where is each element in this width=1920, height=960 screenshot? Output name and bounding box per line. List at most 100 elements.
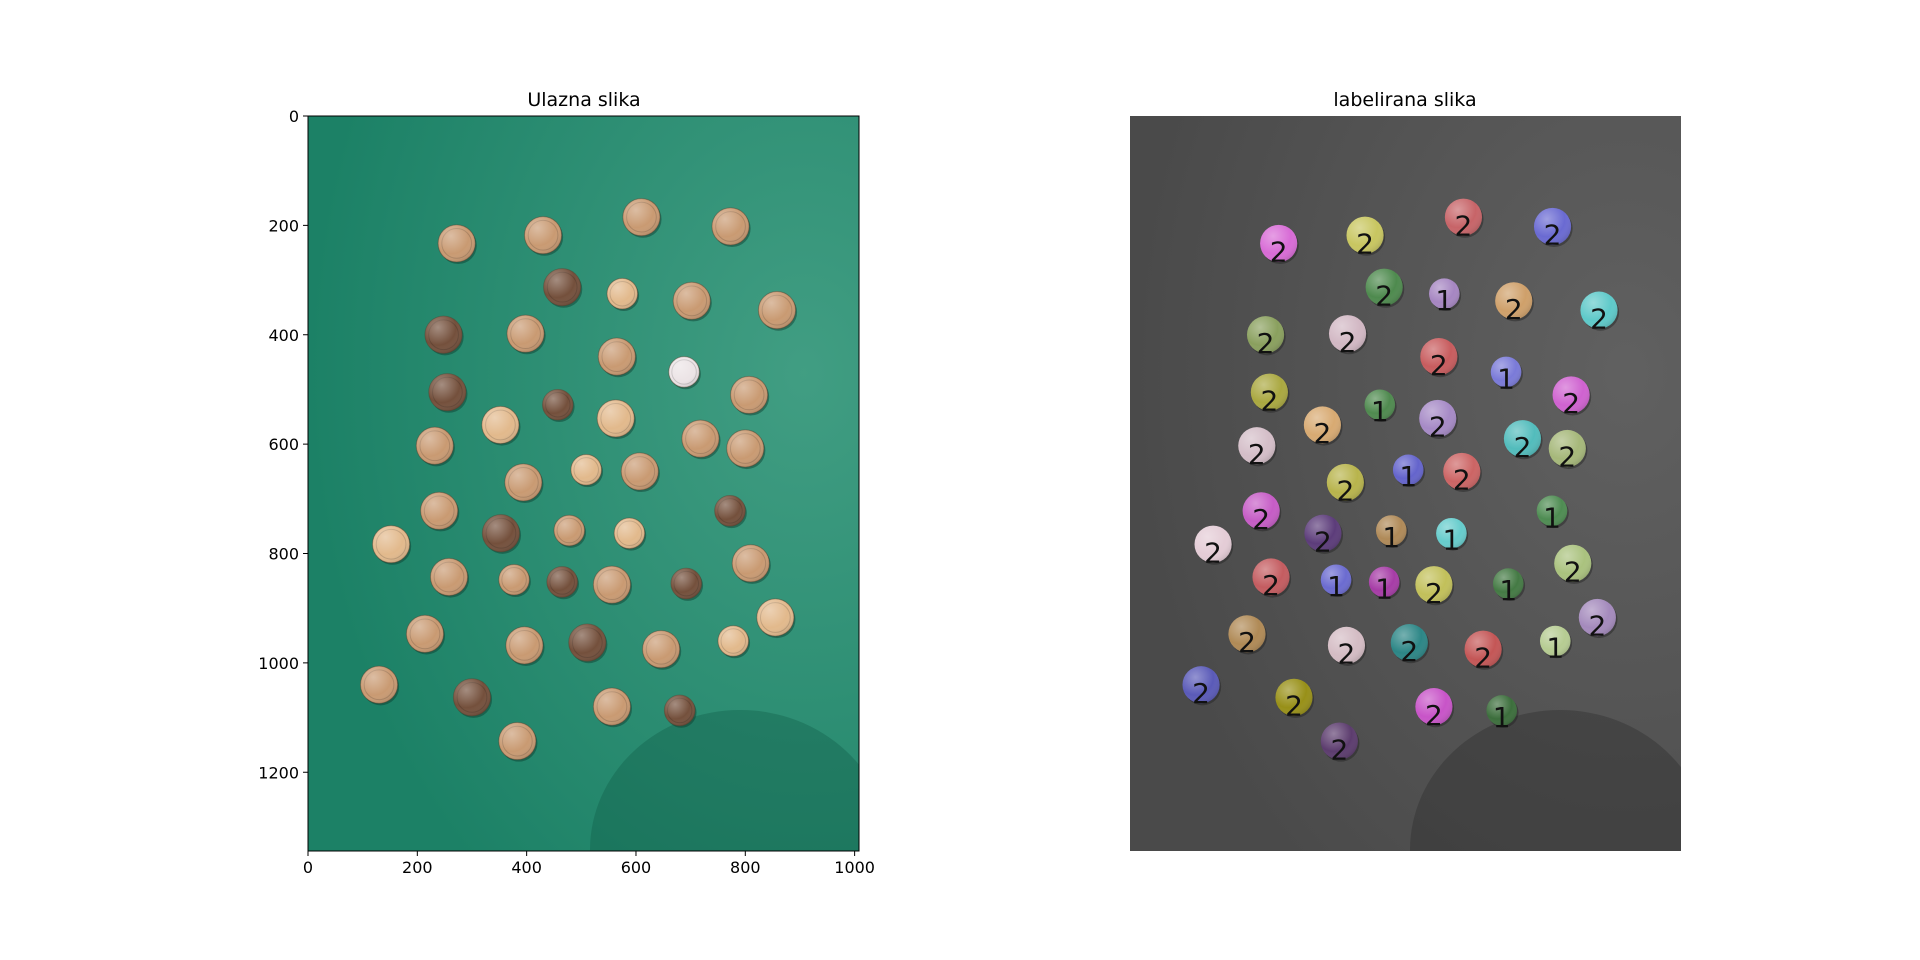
- coin-sheen: [360, 666, 398, 704]
- coin-sheen: [524, 216, 562, 254]
- coin-count-label: 2: [1590, 302, 1608, 335]
- coin-count-label: 1: [1382, 521, 1400, 554]
- coin-sheen: [1419, 399, 1457, 438]
- coin: [543, 268, 583, 308]
- labeled-coin: 2: [1580, 291, 1620, 335]
- coin-count-label: 2: [1425, 699, 1443, 732]
- labeled-coin: 2: [1346, 216, 1386, 260]
- coin-sheen: [1304, 514, 1342, 552]
- coin-sheen: [597, 399, 635, 438]
- coin: [726, 429, 766, 470]
- labeled-coin: 2: [1420, 338, 1459, 382]
- labeled-image-shadow: [1410, 710, 1681, 851]
- coin-count-label: 2: [1453, 464, 1471, 497]
- coin-count-label: 2: [1260, 384, 1278, 417]
- coin-sheen: [593, 566, 631, 604]
- labeled-coin: 2: [1260, 224, 1299, 269]
- input-image-shadow: [590, 710, 859, 851]
- coin-sheen: [681, 420, 720, 458]
- coin: [731, 544, 771, 584]
- labeled-coin: 1: [1368, 566, 1401, 605]
- coin-sheen: [1194, 525, 1232, 563]
- coin-count-label: 1: [1399, 460, 1417, 493]
- labeled-coin: 2: [1182, 666, 1222, 710]
- coin-sheen: [1242, 492, 1280, 530]
- coin-sheen: [1552, 376, 1590, 414]
- coin-sheen: [568, 624, 606, 662]
- coin-sheen: [1554, 544, 1592, 582]
- coin: [756, 598, 796, 639]
- coin-sheen: [711, 207, 750, 246]
- labeled-coin: 2: [1250, 373, 1290, 417]
- coin: [481, 405, 521, 446]
- x-axis: 0 200 400 600 800 1000: [303, 851, 875, 877]
- coin-sheen: [726, 429, 764, 468]
- labeled-coin: 1: [1539, 625, 1573, 664]
- coin-count-label: 2: [1262, 569, 1280, 602]
- coin-sheen: [1429, 278, 1460, 310]
- labeled-coin: 2: [1326, 463, 1366, 508]
- coin-sheen: [758, 291, 796, 329]
- coin: [596, 399, 636, 440]
- coin-sheen: [668, 356, 700, 388]
- coin: [359, 665, 400, 706]
- coin-count-label: 1: [1543, 501, 1561, 534]
- coin-sheen: [732, 544, 770, 582]
- coin-sheen: [1503, 420, 1542, 458]
- coin: [622, 198, 662, 238]
- coin-count-label: 2: [1430, 349, 1448, 382]
- coin-count-label: 1: [1435, 284, 1453, 317]
- coin-sheen: [1375, 515, 1407, 546]
- y-tick-label: 400: [268, 326, 299, 345]
- labeled-coin: 1: [1492, 568, 1526, 607]
- input-image-frame: [307, 115, 860, 852]
- coin-count-label: 2: [1252, 503, 1270, 536]
- labeled-coin: 2: [1320, 722, 1360, 766]
- coin-sheen: [1252, 558, 1290, 596]
- coin-sheen: [756, 598, 794, 637]
- coin-sheen: [1346, 216, 1384, 254]
- labeled-coin: 1: [1392, 454, 1426, 493]
- labeled-coin: 1: [1429, 278, 1462, 317]
- coin-count-label: 2: [1192, 677, 1210, 710]
- coin-sheen: [1495, 282, 1533, 320]
- coin: [542, 388, 575, 423]
- coin-count-label: 2: [1429, 411, 1447, 444]
- labeled-coin: 1: [1364, 389, 1397, 428]
- labeled-coin: 2: [1390, 624, 1430, 668]
- coin-sheen: [622, 198, 661, 236]
- coin-sheen: [406, 615, 444, 653]
- labeled-coin: 2: [1415, 688, 1455, 732]
- coin-sheen: [1415, 688, 1453, 726]
- coin-sheen: [1182, 666, 1220, 704]
- coin: [620, 452, 660, 493]
- coin: [481, 514, 522, 554]
- coin-count-label: 2: [1270, 236, 1288, 269]
- labeled-coin: 1: [1486, 695, 1519, 734]
- coin-sheen: [1443, 452, 1481, 491]
- labeled-coin: 2: [1554, 544, 1593, 589]
- coin: [672, 281, 712, 322]
- coin-sheen: [1539, 625, 1571, 657]
- coin: [642, 630, 682, 670]
- coin-count-label: 1: [1327, 570, 1345, 603]
- labeled-coin: 1: [1490, 356, 1523, 395]
- coin-count-label: 1: [1493, 701, 1511, 734]
- coin-count-label: 2: [1238, 626, 1256, 659]
- coin: [546, 566, 579, 600]
- coin: [420, 491, 460, 532]
- labeled-coin: 1: [1320, 564, 1353, 603]
- coin: [717, 625, 751, 659]
- labeled-coin: 2: [1443, 452, 1482, 497]
- y-tick-label: 200: [268, 216, 299, 235]
- coin-sheen: [1275, 678, 1313, 716]
- coin-sheen: [504, 463, 542, 501]
- coin-sheen: [1490, 356, 1522, 388]
- coin-count-label: 2: [1285, 690, 1303, 723]
- coin-sheen: [481, 406, 519, 444]
- labeled-coin: 2: [1246, 316, 1286, 360]
- coin: [498, 563, 531, 598]
- coin-sheen: [1246, 316, 1285, 354]
- coin-sheen: [1320, 722, 1358, 760]
